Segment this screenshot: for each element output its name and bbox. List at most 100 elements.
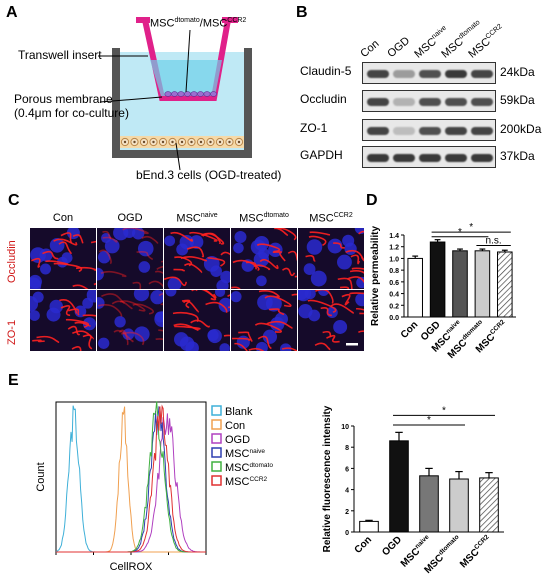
y-axis-label: Count	[35, 462, 47, 491]
well-wall-left	[112, 48, 120, 156]
histogram-series	[56, 401, 206, 553]
micrograph-image	[97, 228, 163, 289]
wb-band	[445, 154, 467, 162]
junction-staining	[170, 231, 194, 242]
junction-staining	[101, 293, 125, 304]
junction-staining	[67, 325, 81, 336]
nucleus	[233, 242, 244, 254]
bend-cell-nucleus	[237, 140, 241, 144]
wb-strip	[362, 90, 496, 112]
bar	[452, 250, 468, 318]
junction-staining	[181, 299, 191, 309]
wb-band	[393, 127, 415, 135]
nucleus	[326, 306, 338, 319]
junction-staining	[248, 347, 265, 351]
junction-staining	[60, 232, 73, 244]
junction-staining	[205, 301, 228, 313]
permeability-chart: 0.0 0.2 0.4 0.6 0.8 1.0 1.2 1.4 Relative permeab…	[370, 222, 516, 361]
junction-staining	[207, 257, 226, 267]
histogram-series	[56, 404, 206, 553]
junction-staining	[156, 266, 163, 271]
legend-swatch	[211, 461, 222, 472]
nucleus	[306, 239, 323, 255]
junction-staining	[148, 280, 163, 288]
nucleus	[97, 267, 104, 281]
junction-staining	[232, 259, 260, 272]
junction-staining	[160, 303, 163, 306]
junction-staining	[294, 275, 297, 278]
wb-protein-label: Occludin	[300, 92, 347, 106]
micro-row-label: ZO-1	[6, 319, 18, 345]
wb-band	[419, 98, 441, 106]
wb-size-label: 200kDa	[500, 122, 542, 136]
nucleus	[342, 234, 355, 247]
junction-staining	[305, 254, 316, 262]
junction-staining	[182, 300, 200, 313]
bend-cells	[120, 137, 244, 147]
wb-band	[471, 98, 493, 106]
wb-lane-label: Con	[358, 37, 382, 60]
nucleus	[355, 292, 364, 307]
junction-staining	[257, 335, 272, 350]
junction-staining	[72, 234, 84, 244]
micrograph	[30, 290, 96, 351]
nucleus	[304, 290, 316, 300]
msc-cell	[190, 91, 198, 97]
significance-label: *	[458, 227, 462, 238]
y-tick-label: 1.4	[389, 233, 399, 240]
significance-label: *	[442, 405, 446, 416]
micrograph-image	[303, 228, 364, 289]
nucleus	[30, 277, 42, 289]
bend-cell-nucleus	[171, 140, 174, 144]
nucleus	[207, 329, 219, 341]
nucleus	[214, 290, 226, 297]
junction-staining	[111, 300, 133, 310]
junction-staining	[102, 236, 118, 243]
nucleus	[220, 270, 230, 284]
junction-staining	[349, 292, 364, 295]
nucleus	[154, 311, 163, 328]
micro-column-label: MSCnaive	[176, 212, 218, 225]
wb-size-label: 24kDa	[500, 65, 535, 79]
micrograph	[164, 290, 230, 351]
junction-staining	[100, 270, 127, 278]
histogram-series	[56, 406, 206, 553]
junction-staining	[277, 228, 297, 241]
nucleus	[265, 295, 282, 312]
junction-staining	[347, 276, 364, 284]
junction-staining	[351, 267, 364, 270]
nucleus	[133, 290, 150, 302]
x-tick-label: Con	[353, 534, 375, 556]
bend-cell-nucleus	[199, 140, 203, 144]
junction-staining	[53, 238, 78, 246]
bend-cell-nucleus	[218, 140, 222, 144]
junction-staining	[345, 249, 364, 262]
junction-staining	[72, 284, 89, 289]
junction-staining	[337, 277, 353, 289]
nucleus	[337, 254, 352, 270]
junction-staining	[172, 311, 199, 323]
y-tick-label: 0.4	[389, 292, 399, 299]
bend-cell-nucleus	[133, 140, 136, 144]
wb-band	[419, 154, 441, 162]
wb-strip	[362, 146, 496, 168]
junction-staining	[154, 270, 163, 274]
wb-band	[393, 154, 415, 162]
junction-staining	[36, 335, 60, 343]
junction-staining	[320, 307, 332, 317]
msc-cell	[197, 91, 205, 97]
junction-staining	[281, 347, 297, 351]
y-tick-label: 8	[345, 445, 349, 452]
x-axis-label: CellROX	[110, 561, 153, 573]
nucleus	[210, 265, 222, 278]
bar	[407, 257, 423, 318]
significance-label: *	[469, 222, 473, 233]
nucleus	[86, 290, 96, 303]
junction-staining	[258, 290, 280, 298]
micrograph	[231, 290, 297, 351]
nucleus	[98, 337, 110, 349]
junction-staining	[266, 320, 293, 329]
nucleus	[318, 290, 330, 297]
panel-label-d: D	[366, 192, 378, 209]
y-axis-label: Relative fluorescence intensity	[322, 405, 333, 552]
